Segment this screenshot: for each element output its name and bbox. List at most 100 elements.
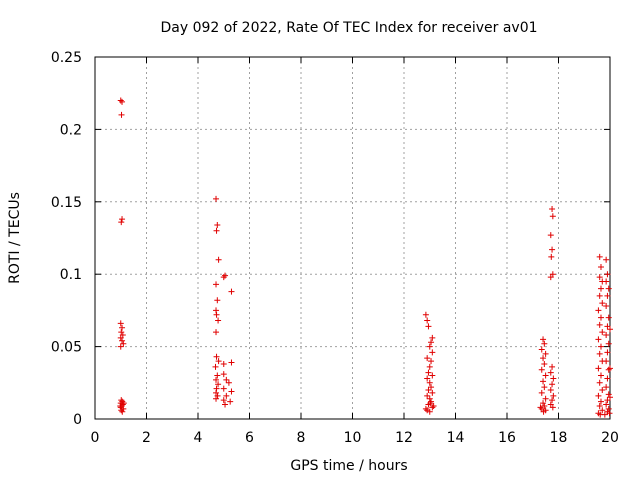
data-point-marker: [604, 349, 611, 356]
data-point-marker: [607, 326, 613, 333]
data-point-marker: [119, 98, 126, 105]
data-point-marker: [549, 381, 556, 388]
data-point-marker: [549, 213, 556, 220]
data-point-marker: [607, 394, 613, 401]
data-point-marker: [605, 405, 612, 412]
data-point-marker: [225, 379, 232, 386]
data-point-marker: [119, 408, 126, 415]
y-tick-label: 0.1: [60, 267, 82, 283]
data-point-marker: [542, 372, 549, 379]
data-point-marker: [215, 358, 222, 365]
chart-title: Day 092 of 2022, Rate Of TEC Index for r…: [160, 20, 537, 36]
y-tick-label: 0.05: [51, 340, 82, 356]
x-tick-label: 20: [601, 430, 619, 446]
data-points: [117, 97, 613, 418]
data-point-marker: [119, 337, 126, 344]
data-point-marker: [214, 297, 221, 304]
data-point-marker: [538, 366, 545, 373]
data-point-marker: [222, 401, 229, 408]
data-point-marker: [537, 404, 544, 411]
data-point-marker: [424, 407, 431, 414]
data-point-marker: [596, 274, 603, 281]
data-point-marker: [597, 343, 604, 350]
data-point-marker: [119, 216, 126, 223]
data-point-marker: [220, 397, 227, 404]
data-point-marker: [603, 401, 610, 408]
data-point-marker: [118, 219, 125, 226]
data-point-marker: [118, 397, 125, 404]
data-point-marker: [596, 292, 603, 299]
data-point-marker: [429, 372, 436, 379]
data-point-marker: [424, 355, 431, 362]
data-point-marker: [118, 407, 125, 414]
data-point-marker: [213, 227, 220, 234]
data-point-marker: [429, 389, 436, 396]
data-point-marker: [597, 285, 604, 292]
data-point-marker: [426, 395, 433, 402]
data-point-marker: [220, 274, 227, 281]
data-point-marker: [213, 385, 220, 392]
data-point-marker: [118, 111, 125, 118]
axis-ticks: 0 2 4 6 8 10 12 14 16 18 20 0 0.05 0.1 0.15 0.2 0.25: [51, 50, 619, 446]
data-point-marker: [596, 350, 603, 357]
data-point-marker: [213, 376, 220, 383]
data-point-marker: [223, 376, 230, 383]
x-tick-label: 6: [245, 430, 254, 446]
data-point-marker: [547, 387, 554, 394]
data-point-marker: [605, 314, 612, 321]
data-point-marker: [595, 365, 602, 372]
x-tick-label: 8: [297, 430, 306, 446]
data-point-marker: [213, 389, 220, 396]
data-point-marker: [214, 221, 221, 228]
data-point-marker: [430, 402, 437, 409]
data-point-marker: [596, 253, 603, 260]
data-point-marker: [215, 381, 222, 388]
data-point-marker: [428, 339, 435, 346]
data-point-marker: [603, 358, 610, 365]
data-point-marker: [604, 397, 611, 404]
data-point-marker: [117, 404, 124, 411]
data-point-marker: [429, 334, 436, 341]
data-point-marker: [426, 343, 433, 350]
data-point-marker: [424, 392, 431, 399]
data-point-marker: [603, 256, 610, 263]
data-point-marker: [605, 366, 612, 373]
data-point-marker: [118, 329, 125, 336]
y-tick-label: 0: [73, 412, 82, 428]
data-point-marker: [550, 392, 557, 399]
data-point-marker: [422, 405, 429, 412]
data-point-marker: [596, 402, 603, 409]
data-point-marker: [547, 274, 554, 281]
data-point-marker: [117, 334, 124, 341]
data-point-marker: [223, 392, 230, 399]
data-point-marker: [428, 398, 435, 405]
x-tick-label: 12: [395, 430, 413, 446]
data-point-marker: [422, 311, 429, 318]
data-point-marker: [599, 407, 606, 414]
data-point-marker: [214, 372, 221, 379]
data-point-marker: [549, 363, 556, 370]
data-point-marker: [540, 336, 547, 343]
x-tick-label: 0: [91, 430, 100, 446]
data-point-marker: [542, 350, 549, 357]
data-point-marker: [213, 353, 220, 360]
data-point-marker: [213, 329, 220, 336]
data-point-marker: [428, 384, 435, 391]
data-point-marker: [424, 375, 431, 382]
data-point-marker: [605, 285, 612, 292]
data-point-marker: [597, 314, 604, 321]
data-point-marker: [425, 369, 432, 376]
data-point-marker: [597, 398, 604, 405]
data-point-marker: [228, 359, 235, 366]
data-point-marker: [538, 389, 545, 396]
x-axis-label: GPS time / hours: [290, 458, 407, 474]
data-point-marker: [596, 321, 603, 328]
data-point-marker: [597, 263, 604, 270]
data-point-marker: [228, 288, 235, 295]
data-point-marker: [541, 402, 548, 409]
data-point-marker: [213, 281, 220, 288]
data-point-marker: [549, 404, 556, 411]
data-point-marker: [425, 323, 432, 330]
data-point-marker: [541, 384, 548, 391]
